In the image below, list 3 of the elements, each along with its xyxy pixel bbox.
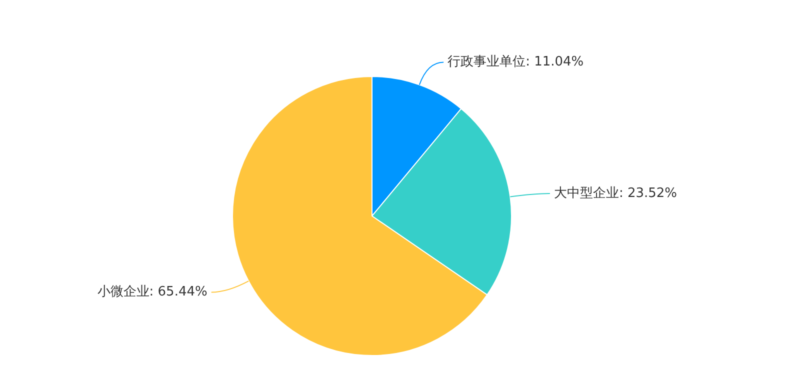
slice-label: 大中型企业: 23.52% — [554, 186, 678, 201]
slice-label: 行政事业单位: 11.04% — [448, 54, 584, 70]
slice-label: 小微企业: 65.44% — [97, 284, 208, 300]
